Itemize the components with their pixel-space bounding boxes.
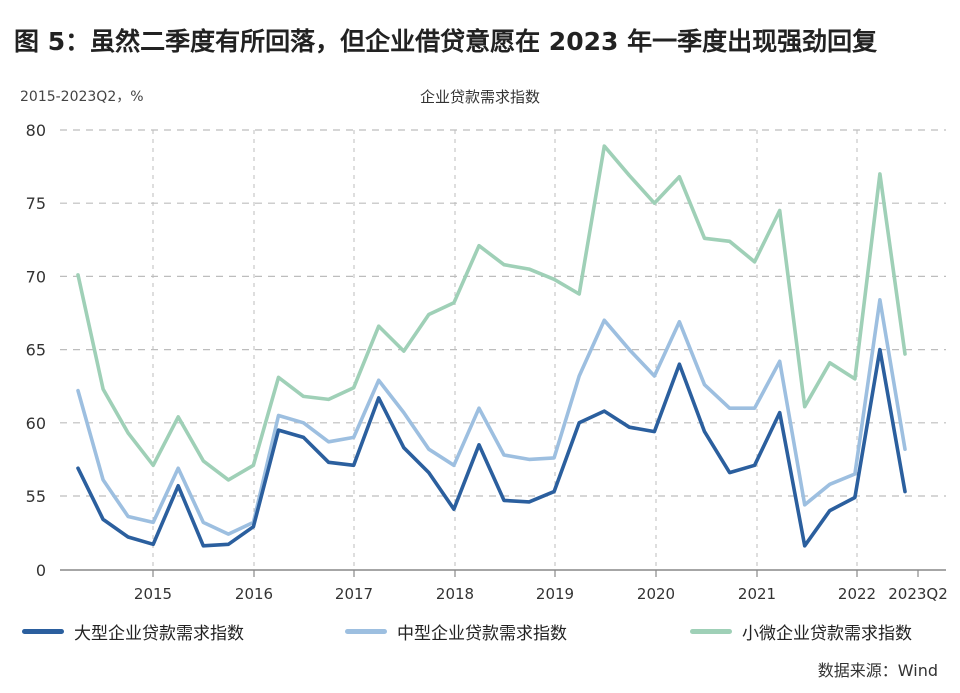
page-title: 图 5：虽然二季度有所回落，但企业借贷意愿在 2023 年一季度出现强劲回复 (14, 27, 878, 56)
y-tick-label: 65 (26, 341, 46, 360)
y-tick-label: 75 (26, 194, 46, 213)
x-tick-label: 2016 (235, 585, 273, 603)
chart-title: 企业贷款需求指数 (419, 88, 540, 106)
legend-label-medium: 中型企业贷款需求指数 (397, 624, 567, 644)
x-tick-label: 2022 (838, 585, 876, 603)
legend-item-small: 小微企业贷款需求指数 (690, 619, 912, 644)
y-tick-label: 70 (26, 267, 46, 286)
series-line-medium (76, 297, 907, 536)
legend-swatch-medium (345, 629, 387, 634)
source-note: 数据来源：Wind (817, 661, 938, 680)
x-tick-label: 2017 (335, 585, 373, 603)
x-tick-label: 2021 (738, 585, 776, 603)
legend-swatch-large (22, 629, 64, 634)
x-tick-label: 2020 (637, 585, 675, 603)
unit-label: 2015-2023Q2，% (20, 89, 144, 105)
series-line-large (76, 347, 907, 548)
series-lines (76, 144, 907, 548)
axes: 0 55 60 65 70 75 80 2015 2016 2017 2018 2019 2020 202… (26, 121, 948, 603)
x-tick-label: 2015 (134, 585, 172, 603)
x-tick-label: 2023Q2 (888, 585, 948, 603)
x-tick-label: 2018 (436, 585, 474, 603)
legend-swatch-small (690, 629, 732, 634)
legend-label-small: 小微企业贷款需求指数 (742, 624, 912, 644)
y-tick-label: 55 (26, 487, 46, 506)
series-line-small (76, 144, 907, 482)
legend-label-large: 大型企业贷款需求指数 (74, 624, 244, 644)
legend: 大型企业贷款需求指数 中型企业贷款需求指数 小微企业贷款需求指数 (0, 619, 960, 644)
legend-item-medium: 中型企业贷款需求指数 (345, 619, 567, 644)
x-tick-label: 2019 (536, 585, 574, 603)
y-tick-label: 0 (36, 561, 46, 580)
legend-item-large: 大型企业贷款需求指数 (22, 619, 244, 644)
y-tick-label: 60 (26, 414, 46, 433)
y-tick-label: 80 (26, 121, 46, 140)
